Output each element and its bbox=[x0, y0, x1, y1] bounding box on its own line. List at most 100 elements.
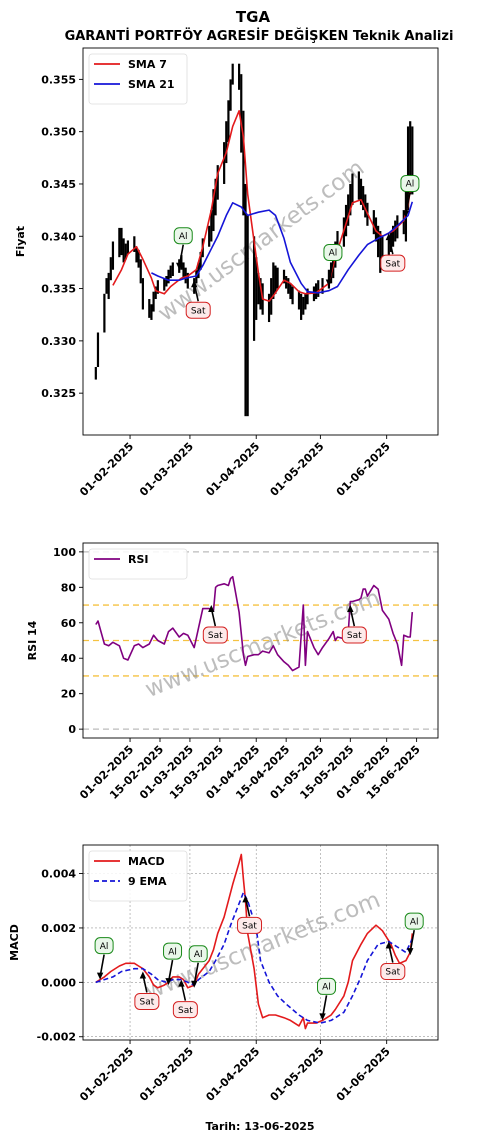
price-bar bbox=[394, 220, 397, 242]
price-bar bbox=[381, 236, 384, 268]
price-bar bbox=[163, 278, 166, 291]
signal-label: Sat bbox=[178, 1006, 193, 1016]
sell-signal-badge bbox=[172, 1001, 198, 1019]
price-bar bbox=[406, 126, 410, 211]
y-tick-label: 0.330 bbox=[41, 335, 76, 348]
price-bar bbox=[107, 272, 110, 300]
chart-title: TGA bbox=[236, 8, 271, 26]
price-bar bbox=[111, 241, 115, 270]
buy-signal-badge bbox=[163, 942, 183, 960]
price-bar bbox=[223, 142, 226, 184]
price-bar bbox=[227, 100, 230, 143]
rsi-axes-frame bbox=[82, 542, 439, 739]
sell-signal-badge bbox=[237, 916, 263, 934]
signal-arrowhead bbox=[242, 895, 249, 903]
price-series-sma-21 bbox=[151, 201, 414, 294]
y-tick-label: 0.345 bbox=[41, 178, 76, 191]
y-tick-label: 0 bbox=[68, 723, 76, 736]
price-bar bbox=[351, 173, 354, 205]
price-bar bbox=[300, 293, 303, 320]
signal-arrowhead bbox=[347, 605, 354, 613]
signal-label: Sat bbox=[347, 631, 362, 641]
y-tick-label: 100 bbox=[53, 546, 76, 559]
price-bar bbox=[291, 286, 294, 305]
x-tick-label: 01-04-2025 bbox=[203, 1045, 262, 1104]
price-bar bbox=[274, 265, 277, 294]
macd-y-axis-label: MACD bbox=[8, 924, 21, 961]
buy-signal-badge bbox=[173, 227, 193, 245]
price-bar bbox=[244, 183, 247, 417]
price-bar bbox=[141, 278, 144, 310]
price-bar bbox=[231, 63, 234, 85]
price-bar bbox=[120, 227, 123, 256]
price-bar bbox=[282, 269, 286, 284]
x-tick-label: 01-02-2025 bbox=[77, 1045, 136, 1104]
price-bar bbox=[216, 165, 219, 200]
macd-panel: www.uscmarkets.comAlSatAlSatAlSatAlSatAl… bbox=[8, 844, 439, 1104]
signal-arrowhead bbox=[178, 979, 185, 987]
price-bar bbox=[154, 286, 157, 300]
price-bar bbox=[257, 272, 260, 305]
price-bar bbox=[94, 367, 97, 380]
price-bar bbox=[210, 210, 213, 242]
y-tick-label: 0.002 bbox=[41, 922, 76, 935]
price-bar bbox=[409, 121, 412, 195]
price-bar bbox=[180, 255, 183, 270]
y-tick-label: 0.335 bbox=[41, 283, 76, 296]
price-bar bbox=[184, 267, 187, 284]
price-bar bbox=[137, 249, 140, 268]
signal-label: Sat bbox=[139, 998, 154, 1008]
macd-axes-frame bbox=[82, 844, 439, 1041]
price-bar bbox=[287, 278, 290, 294]
price-bar bbox=[315, 283, 318, 300]
signal-arrowhead bbox=[406, 948, 414, 956]
macd-legend-box bbox=[88, 850, 188, 902]
rsi-legend-box bbox=[88, 548, 188, 580]
signal-label: Al bbox=[406, 180, 415, 190]
price-axes-frame bbox=[82, 47, 439, 436]
price-bar bbox=[276, 267, 279, 289]
legend-label: RSI bbox=[128, 553, 149, 566]
price-bar bbox=[359, 178, 363, 205]
price-bar bbox=[270, 278, 273, 315]
price-bar bbox=[347, 194, 350, 226]
signal-label: Sat bbox=[242, 922, 257, 932]
price-bar bbox=[240, 74, 243, 153]
sell-signal-badge bbox=[380, 963, 406, 981]
price-bar bbox=[199, 251, 202, 270]
y-tick-label: 40 bbox=[61, 652, 77, 665]
signal-arrowhead bbox=[165, 978, 172, 986]
price-bar bbox=[252, 236, 256, 341]
signal-label: Sat bbox=[385, 968, 400, 978]
price-bar bbox=[289, 283, 292, 300]
price-bar bbox=[387, 238, 390, 258]
price-bar bbox=[229, 79, 232, 111]
price-bar bbox=[372, 210, 375, 235]
signal-label: Al bbox=[179, 232, 188, 242]
price-bar bbox=[391, 225, 395, 247]
price-bar bbox=[306, 288, 309, 305]
price-bar bbox=[267, 293, 271, 323]
signal-label: Al bbox=[322, 983, 331, 993]
macd-series-9-ema bbox=[95, 891, 414, 1024]
price-bar bbox=[103, 293, 106, 333]
price-bar bbox=[304, 293, 307, 310]
signal-arrowhead bbox=[176, 262, 183, 270]
price-bar bbox=[297, 290, 301, 310]
price-bar bbox=[242, 110, 245, 216]
y-tick-label: 60 bbox=[61, 617, 77, 630]
signal-label: Al bbox=[194, 950, 203, 960]
price-bar bbox=[109, 257, 112, 281]
price-panel: www.uscmarkets.comAlSatAlSatAl0.3250.330… bbox=[14, 47, 439, 499]
signal-label: Sat bbox=[191, 306, 206, 316]
price-bar bbox=[165, 276, 168, 287]
x-tick-label: 01-06-2025 bbox=[334, 1045, 393, 1104]
price-bar bbox=[238, 63, 241, 90]
signal-label: Al bbox=[329, 249, 338, 259]
price-bar bbox=[364, 194, 367, 218]
signal-arrowhead bbox=[402, 210, 410, 218]
price-bar bbox=[349, 183, 352, 216]
legend-label: SMA 21 bbox=[128, 78, 175, 91]
